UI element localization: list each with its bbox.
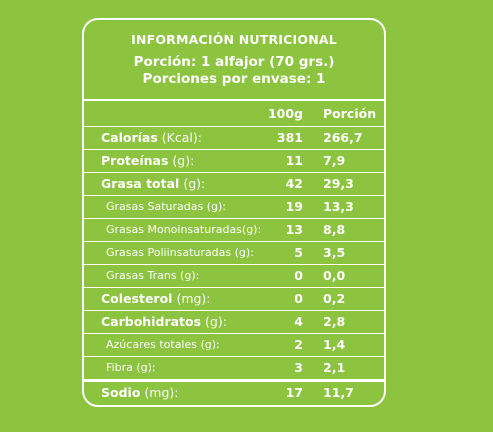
nutrition-title: INFORMACIÓN NUTRICIONAL: [131, 32, 337, 47]
table-row-grasas-monoinsaturadas: Grasas Monoinsaturadas(g): 13 8,8: [84, 219, 384, 242]
table-row-proteinas: Proteínas (g): 11 7,9: [84, 150, 384, 173]
nutrient-name: Grasa total: [101, 176, 180, 191]
value-per-100g: 381: [276, 130, 303, 145]
value-per-portion: 2,8: [323, 314, 346, 329]
value-per-portion: 0,0: [323, 268, 346, 283]
nutrient-label: Carbohidratos (g):: [101, 311, 227, 333]
value-per-100g: 13: [285, 222, 303, 237]
nutrition-facts-panel: INFORMACIÓN NUTRICIONAL Porción: 1 alfaj…: [82, 18, 386, 407]
nutrient-label: Grasas Saturadas (g):: [106, 200, 226, 213]
nutrient-label: Azúcares totales (g):: [106, 338, 220, 351]
nutrient-label: Calorías (Kcal):: [101, 127, 202, 149]
value-per-portion: 3,5: [323, 245, 346, 260]
nutrient-unit: (g):: [168, 153, 195, 168]
value-per-100g: 5: [294, 245, 303, 260]
nutrient-name: Sodio: [101, 385, 141, 400]
nutrient-unit: (g):: [179, 176, 206, 191]
value-per-100g: 19: [285, 199, 303, 214]
nutrient-unit: (g):: [201, 314, 227, 329]
value-per-100g: 4: [294, 314, 303, 329]
value-per-100g: 0: [294, 291, 303, 306]
value-per-portion: 11,7: [323, 385, 354, 400]
nutrient-name: Colesterol: [101, 291, 173, 306]
nutrient-name: Calorías: [101, 130, 158, 145]
table-row-grasas-poliinsaturadas: Grasas Poliinsaturadas (g): 5 3,5: [84, 242, 384, 265]
nutrient-label: Fibra (g):: [106, 361, 156, 374]
value-per-portion: 7,9: [323, 153, 346, 168]
portion-size-line: Porción: 1 alfajor (70 grs.): [133, 54, 335, 70]
value-per-portion: 2,1: [323, 360, 346, 375]
nutrient-label: Grasa total (g):: [101, 173, 205, 195]
table-row-carbohidratos: Carbohidratos (g): 4 2,8: [84, 311, 384, 334]
nutrient-label: Colesterol (mg):: [101, 288, 211, 310]
nutrient-label: Grasas Trans (g):: [106, 269, 200, 282]
value-per-portion: 29,3: [323, 176, 354, 191]
nutrient-unit: (Kcal):: [157, 130, 202, 145]
nutrient-name: Proteínas: [101, 153, 169, 168]
table-row-calorias: Calorías (Kcal): 381 266,7: [84, 127, 384, 150]
column-header-per-100g: 100g: [267, 106, 303, 121]
nutrient-label: Grasas Poliinsaturadas (g):: [106, 246, 254, 259]
table-row-grasa-total: Grasa total (g): 42 29,3: [84, 173, 384, 196]
nutrient-unit: (mg):: [140, 385, 179, 400]
table-row-sodio: Sodio (mg): 17 11,7: [84, 382, 384, 405]
value-per-portion: 0,2: [323, 291, 346, 306]
value-per-100g: 0: [294, 268, 303, 283]
nutrition-header: INFORMACIÓN NUTRICIONAL Porción: 1 alfaj…: [84, 20, 384, 101]
servings-per-package-line: Porciones por envase: 1: [142, 71, 326, 87]
value-per-100g: 3: [294, 360, 303, 375]
table-row-grasas-saturadas: Grasas Saturadas (g): 19 13,3: [84, 196, 384, 219]
nutrient-label: Grasas Monoinsaturadas(g):: [106, 223, 262, 236]
value-per-100g: 17: [285, 385, 303, 400]
column-header-per-portion: Porción: [323, 106, 377, 121]
value-per-100g: 2: [294, 337, 303, 352]
table-row-azucares-totales: Azúcares totales (g): 2 1,4: [84, 334, 384, 357]
value-per-portion: 1,4: [323, 337, 346, 352]
value-per-portion: 13,3: [323, 199, 354, 214]
nutrient-label: Proteínas (g):: [101, 150, 194, 172]
value-per-100g: 11: [285, 153, 303, 168]
value-per-portion: 8,8: [323, 222, 346, 237]
table-row-fibra: Fibra (g): 3 2,1: [84, 357, 384, 382]
nutrient-label: Sodio (mg):: [101, 382, 178, 404]
nutrition-table: 100g Porción Calorías (Kcal): 381 266,7 …: [84, 101, 384, 405]
table-row-grasas-trans: Grasas Trans (g): 0 0,0: [84, 265, 384, 288]
value-per-portion: 266,7: [323, 130, 363, 145]
column-header-row: 100g Porción: [84, 101, 384, 127]
value-per-100g: 42: [285, 176, 303, 191]
nutrient-unit: (mg):: [172, 291, 211, 306]
nutrient-name: Carbohidratos: [101, 314, 202, 329]
table-row-colesterol: Colesterol (mg): 0 0,2: [84, 288, 384, 311]
